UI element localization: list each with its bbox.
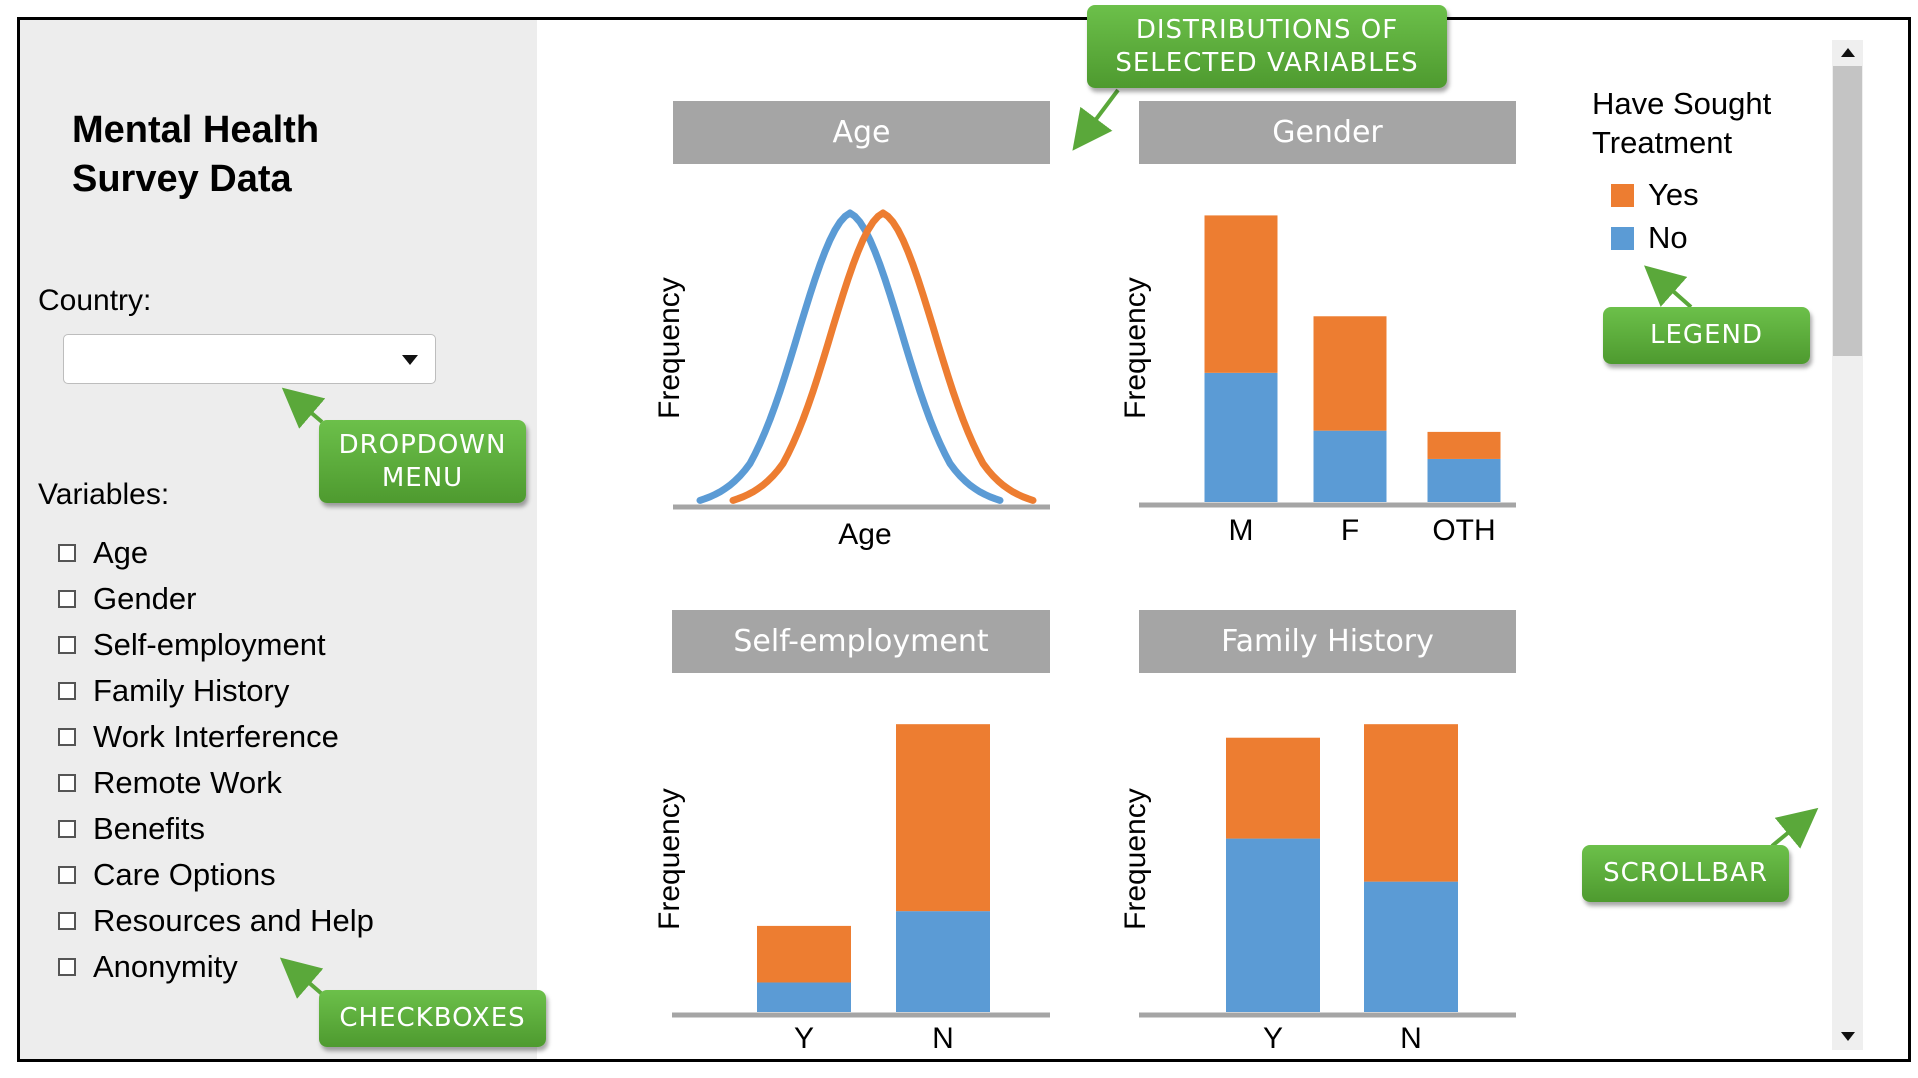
legend-label-yes: Yes — [1648, 177, 1699, 212]
checkbox-box[interactable] — [58, 866, 76, 884]
callout-distributions: DISTRIBUTIONS OF SELECTED VARIABLES — [1087, 5, 1447, 88]
checkbox-label: Gender — [93, 581, 197, 616]
legend-item-yes: Yes — [1611, 177, 1699, 212]
checkbox-label: Anonymity — [93, 949, 238, 984]
checkbox-label: Remote Work — [93, 765, 282, 800]
checkbox-label: Family History — [93, 673, 290, 708]
tick-label-gender-oth: OTH — [1432, 514, 1495, 547]
legend-title-line-2: Treatment — [1592, 125, 1733, 160]
legend-item-no: No — [1611, 220, 1688, 255]
checkbox-box[interactable] — [58, 590, 76, 608]
bar-family-history-n-no — [1364, 881, 1458, 1012]
bar-self-employment-n-no — [896, 911, 990, 1012]
page-title: Mental Health Survey Data — [72, 106, 319, 204]
checkbox-box[interactable] — [58, 774, 76, 792]
bar-gender-f-yes — [1313, 316, 1387, 431]
bar-family-history-y-yes — [1226, 737, 1320, 839]
sidebar — [20, 20, 537, 1059]
callout-text: CHECKBOXES — [339, 1003, 526, 1033]
tick-label-self-employment-y: Y — [794, 1022, 814, 1055]
legend-title-line-1: Have Sought — [1592, 86, 1772, 121]
callout-scrollbar: SCROLLBAR — [1582, 845, 1789, 902]
chart-title-self-employment: Self-employment — [672, 610, 1050, 673]
legend-label-no: No — [1648, 220, 1688, 255]
bar-self-employment-n-yes — [896, 724, 990, 912]
callout-text: MENU — [381, 462, 464, 493]
page-title-line-1: Mental Health — [72, 109, 320, 151]
checkbox-box[interactable] — [58, 728, 76, 746]
country-label: Country: — [38, 284, 152, 317]
chart-title-age: Age — [673, 101, 1050, 164]
callout-text: DROPDOWN — [338, 429, 507, 460]
age-curve-no — [696, 209, 1004, 504]
checkbox-family-history[interactable]: Family History — [58, 671, 289, 711]
checkbox-label: Age — [93, 535, 149, 570]
callout-text: SCROLLBAR — [1603, 858, 1768, 888]
scrollbar-thumb[interactable] — [1833, 66, 1862, 356]
bar-self-employment-y-no — [757, 982, 851, 1012]
callout-text: LEGEND — [1650, 320, 1763, 350]
legend-title: Have Sought Treatment — [1592, 84, 1771, 162]
checkbox-gender[interactable]: Gender — [58, 579, 196, 619]
arrow-checkboxes — [279, 957, 324, 999]
checkbox-benefits[interactable]: Benefits — [58, 809, 205, 849]
variables-label: Variables: — [38, 478, 170, 511]
bar-family-history-n-yes — [1364, 724, 1458, 882]
checkbox-label: Care Options — [93, 857, 276, 892]
age-curve-yes — [729, 209, 1037, 504]
checkbox-care-options[interactable]: Care Options — [58, 855, 276, 895]
x-axis-label-age: Age — [838, 518, 892, 551]
checkbox-anonymity[interactable]: Anonymity — [58, 947, 238, 987]
checkbox-age[interactable]: Age — [58, 533, 148, 573]
checkbox-remote-work[interactable]: Remote Work — [58, 763, 282, 803]
bar-family-history-y-no — [1226, 838, 1320, 1012]
tick-label-self-employment-n: N — [932, 1022, 954, 1055]
callout-text: SELECTED VARIABLES — [1115, 47, 1419, 78]
checkbox-work-interference[interactable]: Work Interference — [58, 717, 339, 757]
checkbox-box[interactable] — [58, 636, 76, 654]
arrow-distributions — [1072, 88, 1120, 151]
arrow-scrollbar — [1770, 807, 1819, 849]
tick-label-gender-m: M — [1229, 514, 1254, 547]
checkbox-resources-and-help[interactable]: Resources and Help — [58, 901, 374, 941]
checkbox-label: Work Interference — [93, 719, 339, 754]
arrow-dropdown — [281, 387, 326, 429]
scroll-up-arrow-icon[interactable] — [1832, 40, 1863, 66]
scrollbar[interactable] — [1832, 40, 1863, 1050]
checkbox-box[interactable] — [58, 820, 76, 838]
scroll-down-arrow-icon[interactable] — [1832, 1024, 1863, 1050]
checkbox-label: Self-employment — [93, 627, 326, 662]
page-title-line-2: Survey Data — [72, 158, 292, 200]
country-dropdown[interactable] — [63, 334, 436, 384]
chart-title-gender: Gender — [1139, 101, 1516, 164]
bar-self-employment-y-yes — [757, 925, 851, 983]
checkbox-label: Benefits — [93, 811, 206, 846]
legend-swatch-yes — [1611, 183, 1634, 207]
arrow-legend — [1644, 265, 1693, 309]
bar-gender-f-no — [1313, 430, 1387, 502]
chart-title-family-history: Family History — [1139, 610, 1516, 673]
tick-label-family-history-n: N — [1400, 1022, 1422, 1055]
callout-dropdown: DROPDOWN MENU — [319, 420, 526, 503]
chevron-down-icon[interactable] — [402, 355, 418, 365]
checkbox-box[interactable] — [58, 958, 76, 976]
checkbox-box[interactable] — [58, 912, 76, 930]
tick-label-family-history-y: Y — [1263, 1022, 1283, 1055]
callout-text: DISTRIBUTIONS OF — [1135, 14, 1399, 45]
legend-swatch-no — [1611, 226, 1634, 250]
tick-label-gender-f: F — [1341, 514, 1359, 547]
checkbox-self-employment[interactable]: Self-employment — [58, 625, 326, 665]
checkbox-box[interactable] — [58, 682, 76, 700]
bar-gender-oth-yes — [1427, 431, 1501, 459]
bar-gender-oth-no — [1427, 458, 1501, 502]
callout-checkboxes: CHECKBOXES — [319, 990, 546, 1047]
bar-gender-m-no — [1204, 372, 1278, 502]
callout-legend: LEGEND — [1603, 307, 1810, 364]
bar-gender-m-yes — [1204, 215, 1278, 373]
checkbox-box[interactable] — [58, 544, 76, 562]
checkbox-label: Resources and Help — [93, 903, 374, 938]
